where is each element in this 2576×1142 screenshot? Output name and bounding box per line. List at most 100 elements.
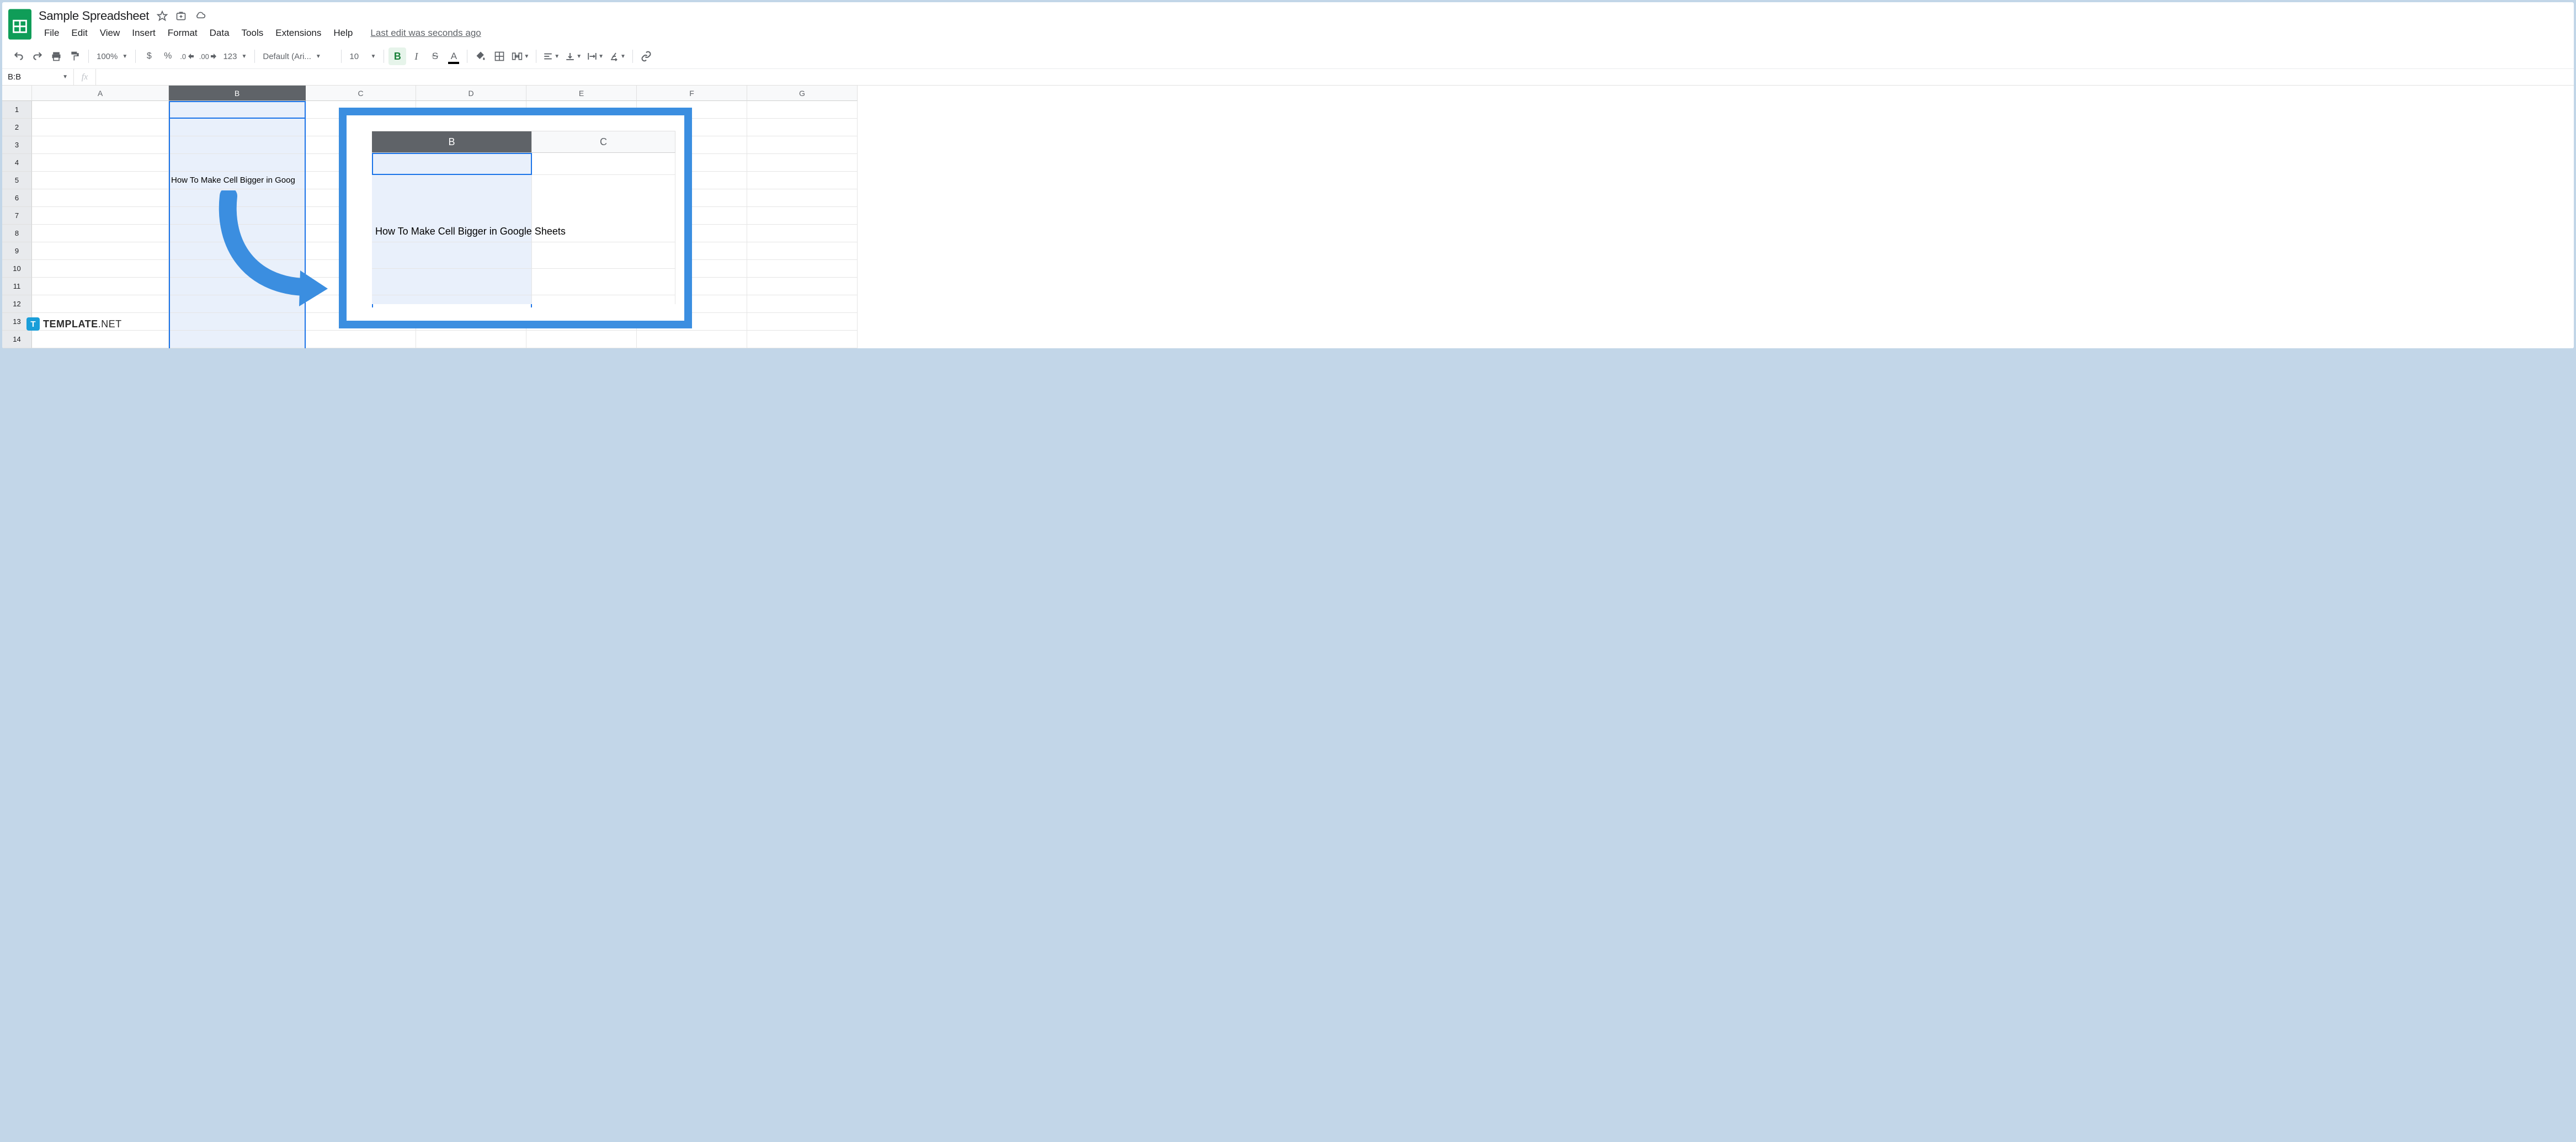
- cell[interactable]: [306, 331, 416, 348]
- col-header-d[interactable]: D: [416, 86, 526, 101]
- cell[interactable]: [32, 331, 169, 348]
- cell[interactable]: [747, 189, 858, 207]
- cell[interactable]: [747, 242, 858, 260]
- cell[interactable]: [169, 260, 306, 278]
- cell[interactable]: [32, 189, 169, 207]
- cell[interactable]: [169, 278, 306, 295]
- cell[interactable]: [747, 154, 858, 172]
- col-header-b[interactable]: B: [169, 86, 306, 101]
- move-icon[interactable]: [175, 10, 187, 22]
- print-button[interactable]: [47, 47, 65, 65]
- text-rotation-button[interactable]: ▼: [607, 47, 628, 65]
- cell[interactable]: [747, 136, 858, 154]
- cloud-icon[interactable]: [194, 10, 206, 22]
- strikethrough-button[interactable]: S: [426, 47, 444, 65]
- cell[interactable]: [32, 295, 169, 313]
- paint-format-button[interactable]: [66, 47, 84, 65]
- borders-button[interactable]: [491, 47, 508, 65]
- italic-button[interactable]: I: [407, 47, 425, 65]
- menu-tools[interactable]: Tools: [236, 25, 269, 41]
- col-header-a[interactable]: A: [32, 86, 169, 101]
- select-all-corner[interactable]: [2, 86, 32, 101]
- bold-button[interactable]: B: [388, 47, 406, 65]
- row-header[interactable]: 3: [2, 136, 32, 154]
- fill-color-button[interactable]: [472, 47, 489, 65]
- cell[interactable]: [32, 101, 169, 119]
- menu-help[interactable]: Help: [328, 25, 358, 41]
- font-dropdown[interactable]: Default (Ari...▼: [259, 52, 337, 61]
- row-header[interactable]: 9: [2, 242, 32, 260]
- menu-insert[interactable]: Insert: [126, 25, 161, 41]
- star-icon[interactable]: [157, 10, 168, 22]
- cell[interactable]: [169, 313, 306, 331]
- cell[interactable]: [169, 154, 306, 172]
- cell[interactable]: [32, 242, 169, 260]
- redo-button[interactable]: [29, 47, 46, 65]
- cell[interactable]: [32, 119, 169, 136]
- increase-decimal-button[interactable]: .00: [197, 47, 219, 65]
- cell[interactable]: [747, 313, 858, 331]
- row-header[interactable]: 4: [2, 154, 32, 172]
- row-header[interactable]: 14: [2, 331, 32, 348]
- cell[interactable]: [169, 189, 306, 207]
- formula-input[interactable]: [96, 69, 2574, 85]
- cell[interactable]: [747, 331, 858, 348]
- zoom-dropdown[interactable]: 100%▼: [93, 52, 131, 61]
- merge-button[interactable]: ▼: [509, 47, 531, 65]
- undo-button[interactable]: [10, 47, 28, 65]
- menu-view[interactable]: View: [94, 25, 126, 41]
- cell[interactable]: [169, 242, 306, 260]
- font-size-dropdown[interactable]: 10▼: [346, 52, 379, 61]
- more-formats-button[interactable]: 123▼: [220, 52, 250, 61]
- col-header-f[interactable]: F: [637, 86, 747, 101]
- sheets-logo[interactable]: [7, 7, 33, 42]
- row-header[interactable]: 12: [2, 295, 32, 313]
- doc-title[interactable]: Sample Spreadsheet: [39, 9, 149, 23]
- col-header-e[interactable]: E: [526, 86, 637, 101]
- cell[interactable]: [32, 260, 169, 278]
- cell[interactable]: [32, 154, 169, 172]
- row-header[interactable]: 10: [2, 260, 32, 278]
- cell[interactable]: [747, 278, 858, 295]
- row-header[interactable]: 2: [2, 119, 32, 136]
- row-header[interactable]: 5: [2, 172, 32, 189]
- row-header[interactable]: 6: [2, 189, 32, 207]
- cell-b5[interactable]: How To Make Cell Bigger in Goog: [169, 172, 306, 189]
- text-color-button[interactable]: A: [445, 47, 462, 65]
- cell[interactable]: [32, 207, 169, 225]
- row-header[interactable]: 8: [2, 225, 32, 242]
- row-header[interactable]: 1: [2, 101, 32, 119]
- menu-data[interactable]: Data: [204, 25, 235, 41]
- cell[interactable]: [747, 101, 858, 119]
- cell[interactable]: [747, 295, 858, 313]
- name-box[interactable]: B:B ▼: [2, 69, 74, 85]
- cell[interactable]: [169, 331, 306, 348]
- cell[interactable]: [747, 172, 858, 189]
- col-header-c[interactable]: C: [306, 86, 416, 101]
- col-header-g[interactable]: G: [747, 86, 858, 101]
- cell[interactable]: [169, 136, 306, 154]
- row-header[interactable]: 7: [2, 207, 32, 225]
- menu-format[interactable]: Format: [162, 25, 203, 41]
- cell[interactable]: [416, 331, 526, 348]
- cell[interactable]: [747, 225, 858, 242]
- cell[interactable]: [32, 136, 169, 154]
- cell[interactable]: [169, 101, 306, 119]
- cell[interactable]: [169, 295, 306, 313]
- cell[interactable]: [747, 260, 858, 278]
- cell[interactable]: [32, 225, 169, 242]
- currency-button[interactable]: $: [140, 47, 158, 65]
- last-edit-link[interactable]: Last edit was seconds ago: [365, 25, 486, 41]
- menu-edit[interactable]: Edit: [66, 25, 93, 41]
- cell[interactable]: [32, 172, 169, 189]
- insert-link-button[interactable]: [637, 47, 655, 65]
- horizontal-align-button[interactable]: ▼: [541, 47, 562, 65]
- cell[interactable]: [32, 278, 169, 295]
- menu-file[interactable]: File: [39, 25, 65, 41]
- cell[interactable]: [169, 225, 306, 242]
- text-wrap-button[interactable]: ▼: [585, 47, 606, 65]
- cell[interactable]: [747, 119, 858, 136]
- vertical-align-button[interactable]: ▼: [563, 47, 584, 65]
- cell[interactable]: [747, 207, 858, 225]
- cell[interactable]: [169, 119, 306, 136]
